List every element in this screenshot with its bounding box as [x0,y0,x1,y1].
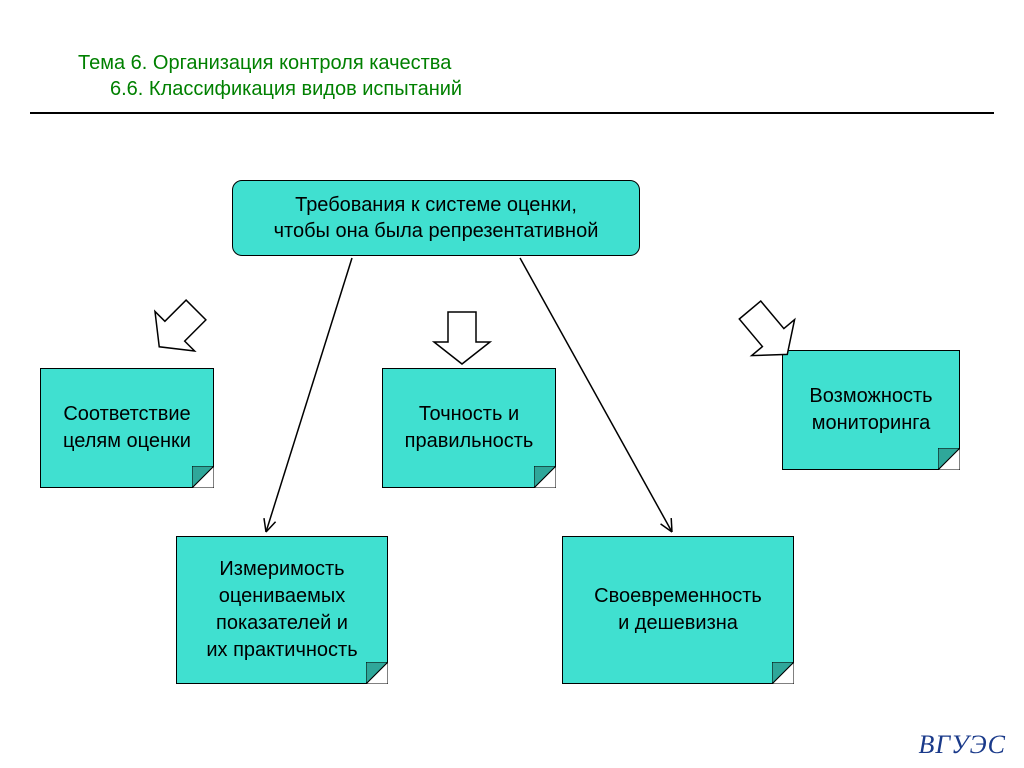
note-text: Измеримостьоцениваемыхпоказателей иих пр… [206,556,357,664]
title-line-2: 6.6. Классификация видов испытаний [110,78,462,101]
note-text: Соответствиецелям оценки [63,401,191,455]
note-box: Измеримостьоцениваемыхпоказателей иих пр… [176,536,388,684]
title-line-1: Тема 6. Организация контроля качества [78,52,451,75]
block-arrow [410,260,514,364]
line-arrow [500,238,692,552]
note-box: Возможностьмониторинга [782,350,960,470]
note-fold-icon [366,662,388,684]
logo: ВГУЭС [918,730,1006,760]
note-fold-icon [938,448,960,470]
note-box: Своевременностьи дешевизна [562,536,794,684]
note-text: Возможностьмониторинга [809,383,932,437]
note-fold-icon [772,662,794,684]
note-fold-icon [192,466,214,488]
note-box: Соответствиецелям оценки [40,368,214,488]
block-arrow [692,252,808,368]
line-arrow [246,238,372,552]
divider [30,112,994,114]
block-arrow [144,258,248,362]
note-text: Своевременностьи дешевизна [594,583,762,637]
